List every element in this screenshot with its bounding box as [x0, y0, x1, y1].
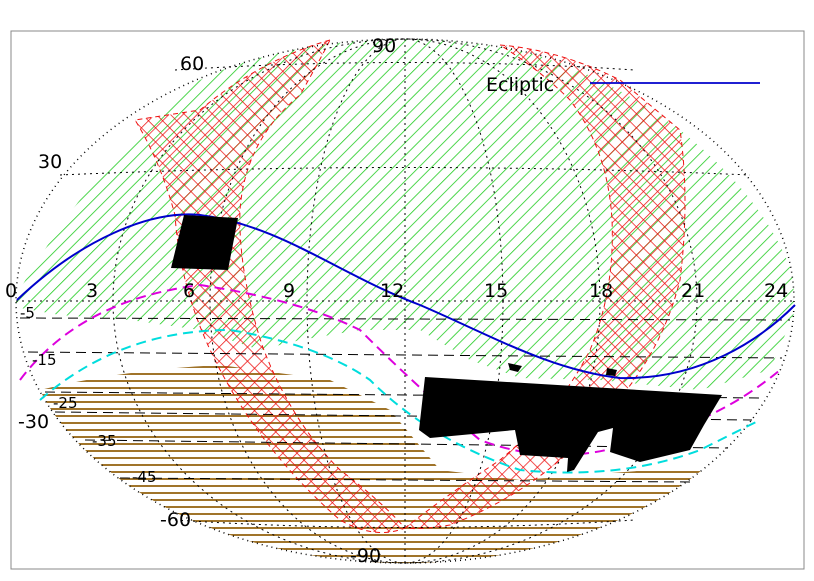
- ra-label-9: 9: [283, 280, 295, 302]
- dec-label-60: 60: [180, 53, 204, 75]
- dec-labels: 90 60 30 -5 -15 -25 -30 -35 -45 -60 -90: [18, 35, 396, 567]
- ecliptic-line: [16, 213, 796, 380]
- ra-label-3: 3: [86, 280, 98, 302]
- legend-label-ecliptic: Ecliptic: [486, 74, 554, 96]
- filled-region-small-2: [606, 368, 617, 376]
- legend: Ecliptic: [486, 74, 760, 96]
- brown-coverage-region: [40, 365, 720, 563]
- dec-label-minus25: -25: [53, 394, 78, 412]
- galactic-plane-band-right: [403, 44, 686, 530]
- dec-label-minus15: -15: [32, 351, 57, 369]
- filled-region-small-1: [508, 363, 522, 372]
- dec-label-minus90: -90: [350, 545, 381, 567]
- filled-region-ra6: [171, 215, 238, 270]
- dec-label-90: 90: [372, 35, 396, 57]
- ra-label-6: 6: [183, 280, 195, 302]
- dec-label-minus45: -45: [132, 468, 157, 486]
- ra-label-24: 24: [764, 280, 788, 302]
- ra-label-0: 0: [5, 280, 17, 302]
- ra-label-21: 21: [681, 280, 705, 302]
- ra-label-12: 12: [380, 280, 404, 302]
- dec-label-minus60: -60: [160, 509, 191, 531]
- ra-label-15: 15: [484, 280, 508, 302]
- ra-label-18: 18: [589, 280, 613, 302]
- cyan-boundary-curve: [39, 328, 761, 474]
- galactic-plane-band-left: [134, 39, 406, 533]
- dec-label-minus35: -35: [92, 432, 117, 450]
- dec-label-minus30: -30: [18, 411, 49, 433]
- dec-label-30: 30: [38, 151, 62, 173]
- plot-frame: [10, 30, 805, 570]
- dec-label-minus5: -5: [20, 304, 35, 322]
- ra-labels: 0 3 6 9 12 15 18 21 24: [5, 280, 788, 302]
- filled-region-south-block: [419, 377, 722, 472]
- magenta-boundary-curve: [19, 283, 781, 456]
